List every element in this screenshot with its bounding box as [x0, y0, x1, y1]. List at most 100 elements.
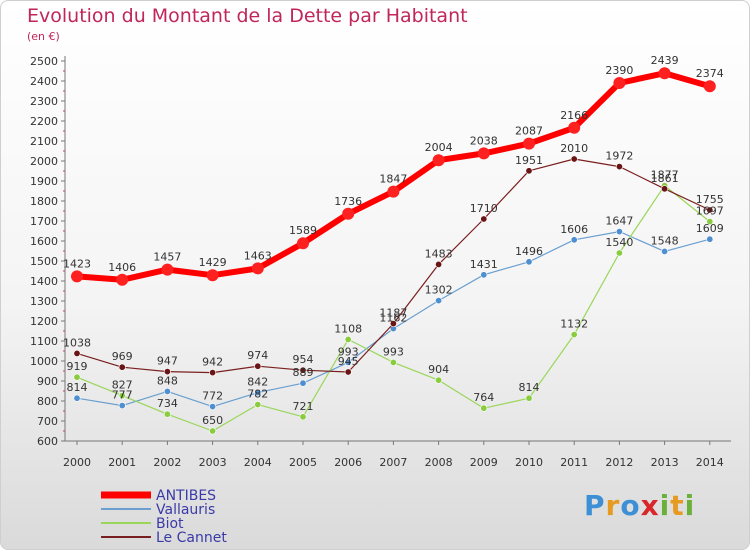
data-label: 1463 — [244, 249, 272, 262]
data-point — [344, 335, 352, 343]
y-tick-label: 1700 — [30, 215, 58, 228]
data-point — [615, 228, 623, 236]
data-point — [344, 368, 352, 376]
x-tick-label: 2002 — [153, 456, 181, 469]
y-tick-label: 700 — [37, 415, 58, 428]
data-label: 904 — [428, 363, 449, 376]
y-tick-label: 1600 — [30, 235, 58, 248]
data-point — [480, 215, 488, 223]
x-tick-label: 2006 — [334, 456, 362, 469]
data-label: 954 — [293, 353, 314, 366]
proxiti-logo: Proxiti — [584, 489, 694, 529]
x-tick-label: 2011 — [560, 456, 588, 469]
data-label: 945 — [338, 355, 359, 368]
data-label: 721 — [293, 400, 314, 413]
y-tick-label: 2300 — [30, 95, 58, 108]
data-label: 814 — [519, 381, 540, 394]
y-tick-label: 2000 — [30, 155, 58, 168]
logo-letter: r — [605, 489, 621, 522]
data-label: 782 — [247, 388, 268, 401]
data-point — [163, 387, 171, 395]
data-label: 919 — [67, 360, 88, 373]
x-tick-label: 2013 — [651, 456, 679, 469]
data-point — [389, 358, 397, 366]
data-point — [570, 331, 578, 339]
data-label: 1187 — [379, 307, 407, 320]
chart-subtitle: (en €) — [27, 30, 60, 43]
x-tick-label: 2003 — [199, 456, 227, 469]
logo-letter: i — [659, 489, 671, 522]
x-tick-label: 2005 — [289, 456, 317, 469]
logo-letter: x — [640, 489, 660, 522]
data-point — [703, 80, 716, 93]
data-label: 2166 — [560, 109, 588, 122]
data-point — [706, 218, 714, 226]
data-label: 2038 — [470, 134, 498, 147]
data-point — [71, 270, 83, 283]
data-label: 1589 — [289, 224, 317, 237]
data-label: 1951 — [515, 154, 543, 167]
data-label: 1457 — [153, 251, 181, 264]
y-tick-label: 900 — [37, 375, 58, 388]
data-label: 942 — [202, 356, 223, 369]
x-tick-label: 2012 — [605, 456, 633, 469]
data-point — [209, 427, 217, 435]
x-tick-label: 2000 — [63, 456, 91, 469]
legend-label: ANTIBES — [156, 488, 216, 504]
data-label: 969 — [112, 350, 133, 363]
data-point — [661, 247, 669, 255]
data-point — [523, 137, 535, 150]
y-tick-label: 600 — [37, 435, 58, 448]
data-label: 827 — [112, 379, 133, 392]
data-point — [299, 379, 307, 387]
x-tick-label: 2010 — [515, 456, 543, 469]
data-point — [432, 154, 445, 167]
data-label: 1609 — [696, 222, 724, 235]
legend-label: Vallauris — [156, 502, 215, 518]
data-point — [661, 185, 669, 193]
data-label: 1710 — [470, 202, 498, 215]
data-label: 842 — [247, 376, 268, 389]
data-label: 1162 — [379, 312, 407, 325]
y-tick-label: 1900 — [30, 175, 58, 188]
data-point — [658, 67, 671, 80]
data-point — [73, 349, 81, 357]
data-label: 772 — [202, 390, 223, 403]
data-point — [342, 207, 355, 220]
legend-label: Biot — [156, 516, 184, 532]
data-label: 947 — [157, 355, 178, 368]
data-point — [480, 404, 488, 412]
data-label: 1429 — [199, 256, 227, 269]
data-label: 1847 — [379, 173, 407, 186]
data-label: 777 — [112, 389, 133, 402]
data-label: 814 — [67, 381, 88, 394]
data-label: 1483 — [425, 247, 453, 260]
data-point — [299, 413, 307, 421]
data-label: 2087 — [515, 125, 543, 138]
data-point — [118, 363, 126, 371]
data-point — [389, 320, 397, 328]
y-tick-label: 2200 — [30, 115, 58, 128]
data-label: 1647 — [605, 215, 633, 228]
data-label: 734 — [157, 397, 178, 410]
data-label: 1755 — [696, 193, 724, 206]
data-point — [615, 249, 623, 257]
data-point — [254, 389, 262, 397]
data-label: 993 — [338, 345, 359, 358]
logo-letter: o — [620, 489, 641, 522]
data-label: 2004 — [425, 141, 453, 154]
y-tick-label: 2400 — [30, 75, 58, 88]
data-point — [477, 147, 490, 160]
x-tick-label: 2014 — [696, 456, 724, 469]
data-label: 1496 — [515, 245, 543, 258]
data-point — [254, 401, 262, 409]
logo-letter: P — [584, 489, 606, 522]
data-point — [118, 392, 126, 400]
data-point — [163, 410, 171, 418]
data-label: 1877 — [651, 169, 679, 182]
data-point — [297, 237, 309, 250]
y-tick-label: 1800 — [30, 195, 58, 208]
data-point — [254, 362, 262, 370]
